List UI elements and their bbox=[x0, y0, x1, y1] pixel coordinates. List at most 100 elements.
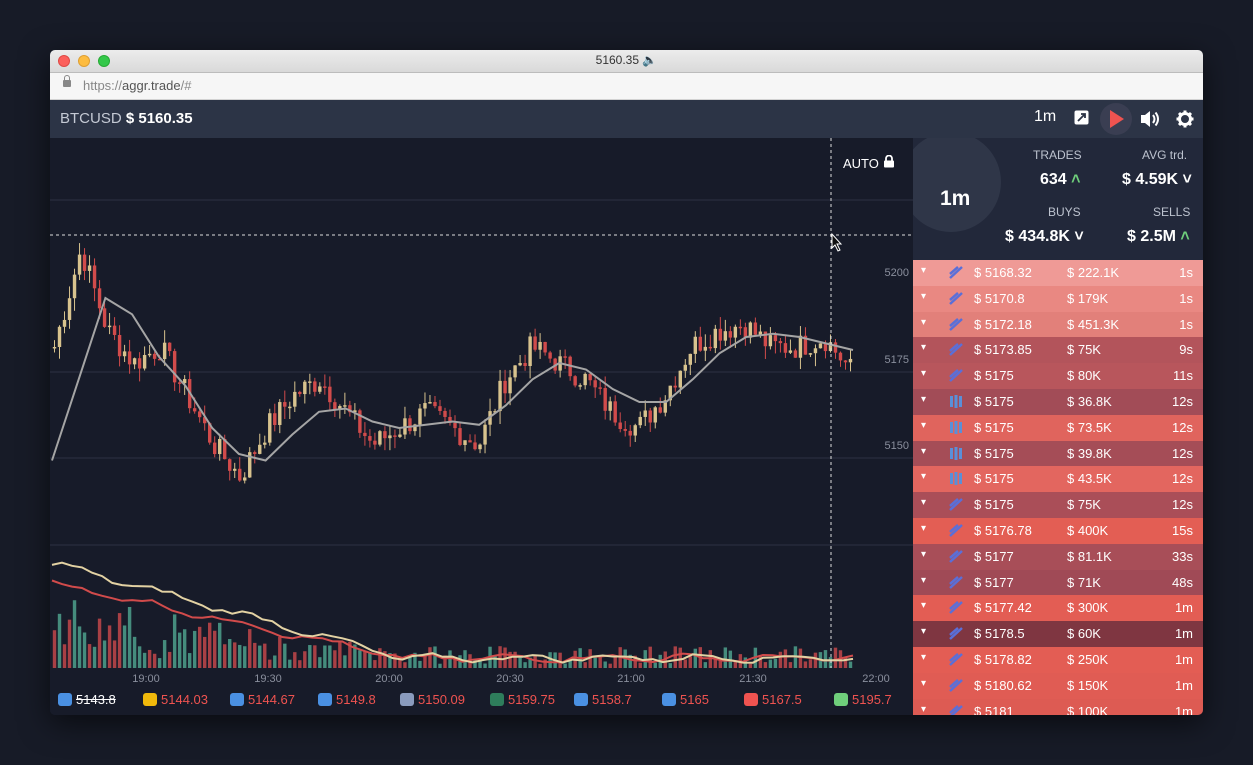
volume-bar bbox=[823, 650, 828, 668]
candle-body bbox=[588, 373, 592, 381]
trade-time: 1m bbox=[1174, 626, 1193, 642]
volume-bar bbox=[157, 658, 162, 668]
chevron-down-icon: ˅ bbox=[1074, 228, 1084, 245]
trade-row[interactable]: ▾ $ 5175 $ 75K 12s bbox=[913, 492, 1203, 518]
trade-row[interactable]: ▾ $ 5172.18 $ 451.3K 1s bbox=[913, 311, 1203, 338]
close-window-button[interactable] bbox=[58, 55, 70, 67]
candle-body bbox=[443, 410, 447, 417]
chart-canvas[interactable]: 5200 5175 5150 19:00 19:30 20:00 20:30 21:00 21:… bbox=[50, 138, 913, 686]
trade-price: $ 5172.18 bbox=[974, 316, 1032, 332]
ticker-item[interactable]: 5144.67 bbox=[230, 692, 295, 707]
volume-bar bbox=[52, 630, 57, 668]
ticker-item[interactable]: 5159.75 bbox=[490, 692, 555, 707]
ticker-price: 5167.5 bbox=[762, 692, 802, 707]
candle-body bbox=[483, 424, 487, 445]
volume-bar bbox=[478, 659, 482, 668]
maximize-window-button[interactable] bbox=[98, 55, 110, 67]
trade-time: 1m bbox=[1174, 600, 1193, 616]
candle-body bbox=[548, 352, 552, 359]
ticker-item[interactable]: 5167.5 bbox=[744, 692, 802, 707]
trade-amount: $ 75K bbox=[1067, 497, 1101, 513]
ticker-item[interactable]: 5195.7 bbox=[834, 692, 892, 707]
moving-average-line bbox=[51, 296, 854, 462]
volume-bar bbox=[703, 662, 708, 668]
candle-body bbox=[833, 342, 838, 353]
trade-row[interactable]: ▾ $ 5180.62 $ 150K 1m bbox=[913, 672, 1203, 699]
volume-bar bbox=[563, 663, 567, 668]
chevron-down-icon: ▾ bbox=[921, 703, 927, 715]
trade-row[interactable]: ▾ $ 5170.8 $ 179K 1s bbox=[913, 285, 1203, 312]
trade-row[interactable]: ▾ $ 5175 $ 73.5K 12s bbox=[913, 414, 1203, 441]
ticker-item[interactable]: 5158.7 bbox=[574, 692, 632, 707]
volume-bar bbox=[323, 645, 327, 668]
trade-row[interactable]: ▾ $ 5181 $ 100K 1m bbox=[913, 698, 1203, 715]
trade-price: $ 5176.78 bbox=[974, 522, 1032, 538]
candle-body bbox=[162, 342, 167, 360]
expand-icon[interactable] bbox=[1074, 110, 1089, 130]
candle-body bbox=[828, 342, 833, 352]
browser-window: 5160.35 🔈 https://aggr.trade/# BTCUSD $ … bbox=[50, 50, 1203, 715]
chevron-up-icon: ˄ bbox=[1071, 171, 1081, 188]
candle-body bbox=[182, 379, 187, 384]
price-tick-label: 5175 bbox=[885, 354, 909, 366]
trades-list[interactable]: ▾ $ 5168.32 $ 222.1K 1s ▾ $ 5170.8 $ 179K 1s ▾ $ … bbox=[913, 260, 1203, 715]
trade-row[interactable]: ▾ $ 5173.85 $ 75K 9s bbox=[913, 337, 1203, 364]
trade-row[interactable]: ▾ $ 5168.32 $ 222.1K 1s bbox=[913, 260, 1203, 286]
trade-row[interactable]: ▾ $ 5175 $ 80K 11s bbox=[913, 363, 1203, 389]
minimize-window-button[interactable] bbox=[78, 55, 90, 67]
candle-body bbox=[573, 376, 577, 386]
time-tick-label: 19:00 bbox=[132, 673, 160, 685]
volume-bar bbox=[428, 647, 432, 668]
trade-price: $ 5177.42 bbox=[974, 600, 1032, 616]
url-text[interactable]: https://aggr.trade/# bbox=[83, 78, 191, 93]
candle-body bbox=[112, 325, 117, 335]
ticker-item[interactable]: 5144.03 bbox=[143, 692, 208, 707]
chevron-down-icon: ˅ bbox=[1182, 171, 1192, 188]
volume-line-sells bbox=[51, 579, 854, 664]
volume-icon[interactable] bbox=[1139, 108, 1163, 135]
trade-amount: $ 81.1K bbox=[1067, 548, 1112, 564]
trade-row[interactable]: ▾ $ 5175 $ 36.8K 12s bbox=[913, 388, 1203, 415]
timeframe-button[interactable]: 1m bbox=[1034, 108, 1057, 125]
candle-body bbox=[373, 440, 377, 445]
candle-body bbox=[228, 459, 232, 471]
trade-row[interactable]: ▾ $ 5177 $ 81.1K 33s bbox=[913, 543, 1203, 570]
candle-body bbox=[52, 346, 57, 349]
volume-bar bbox=[268, 659, 272, 668]
volume-bar bbox=[833, 647, 838, 668]
trade-amount: $ 39.8K bbox=[1067, 445, 1112, 461]
play-button[interactable] bbox=[1100, 103, 1132, 135]
ticker-item[interactable]: 5150.09 bbox=[400, 692, 465, 707]
ticker-item[interactable]: 5143.8 bbox=[58, 692, 116, 707]
candle-body bbox=[748, 322, 753, 338]
stats-timeframe[interactable]: 1m bbox=[940, 187, 971, 210]
ticker-price: 5144.03 bbox=[161, 692, 208, 707]
trade-time: 1m bbox=[1174, 703, 1193, 715]
trade-row[interactable]: ▾ $ 5177 $ 71K 48s bbox=[913, 569, 1203, 596]
trade-amount: $ 71K bbox=[1067, 574, 1101, 590]
volume-bar bbox=[248, 629, 252, 668]
trade-time: 1s bbox=[1179, 316, 1193, 332]
candle-body bbox=[518, 362, 522, 366]
gear-icon[interactable] bbox=[1176, 110, 1194, 133]
trade-time: 1m bbox=[1174, 677, 1193, 693]
trade-row[interactable]: ▾ $ 5177.42 $ 300K 1m bbox=[913, 595, 1203, 622]
volume-bar bbox=[253, 642, 257, 668]
candle-body bbox=[428, 402, 432, 404]
ticker-item[interactable]: 5149.8 bbox=[318, 692, 376, 707]
trade-row[interactable]: ▾ $ 5178.82 $ 250K 1m bbox=[913, 646, 1203, 673]
auto-scale-toggle[interactable]: AUTO bbox=[843, 154, 895, 171]
deribit-icon bbox=[744, 693, 758, 706]
price-chart[interactable]: 5200 5175 5150 19:00 19:30 20:00 20:30 21:00 21:… bbox=[50, 138, 913, 715]
trade-row[interactable]: ▾ $ 5176.78 $ 400K 15s bbox=[913, 517, 1203, 544]
ticker-item[interactable]: 5165 bbox=[662, 692, 709, 707]
volume-bar bbox=[358, 650, 362, 668]
address-bar[interactable]: https://aggr.trade/# bbox=[50, 73, 1203, 100]
deribit-icon bbox=[949, 627, 963, 641]
candle-body bbox=[308, 381, 312, 383]
candle-body bbox=[753, 322, 758, 335]
trades-value: 634 ˄ bbox=[1040, 171, 1081, 189]
trade-row[interactable]: ▾ $ 5175 $ 39.8K 12s bbox=[913, 440, 1203, 467]
trade-row[interactable]: ▾ $ 5178.5 $ 60K 1m bbox=[913, 621, 1203, 647]
trade-row[interactable]: ▾ $ 5175 $ 43.5K 12s bbox=[913, 466, 1203, 493]
